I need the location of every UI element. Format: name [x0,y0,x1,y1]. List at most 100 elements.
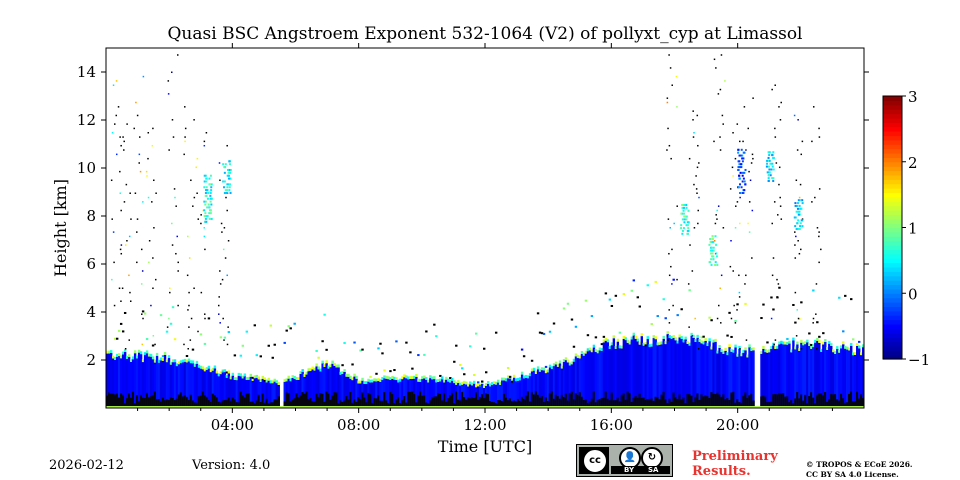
noise-speck [184,127,187,130]
cirrus-cell [794,202,797,205]
bl-cell [726,355,729,408]
bl-rim-cell [850,342,853,346]
speckle-cell [219,336,223,339]
noise-speck [713,240,716,242]
cirrus-cell [767,177,770,180]
bl-rim-cell [177,361,181,365]
noise-speck [188,304,190,307]
bl-cell [301,371,304,408]
bl-rim-cell [672,334,675,338]
bl-dark-cell [237,402,241,408]
noise-speck [133,127,135,130]
cirrus-cell [795,210,798,213]
bl-rim-cell [191,360,195,364]
bl-dark-cell [602,397,606,408]
bl-dark-cell [169,397,173,408]
bl-cell [183,361,187,408]
bl-dark-cell [217,401,221,408]
bl-cell [658,344,661,408]
bl-cell [640,336,643,408]
speckle-cell [393,369,396,372]
cirrus-cell [204,212,207,215]
bl-cell [734,347,737,408]
cirrus-cell [772,180,775,182]
bl-dark-cell [558,398,562,408]
noise-speck [748,201,751,203]
noise-speck [730,240,732,242]
bl-dark-cell [814,403,817,408]
bl-cell [467,386,470,408]
bl-dark-cell [656,397,659,408]
cirrus-cell [710,264,713,266]
noise-speck [171,222,173,225]
speckle-cell [508,375,512,378]
noise-speck [120,300,122,302]
cirrus-cell [227,171,230,174]
bl-rim-cell [159,357,163,361]
speckle-cell [473,374,476,377]
bl-rim-cell [524,374,528,378]
speckle-cell [377,347,380,350]
bl-dark-cell [654,396,657,408]
bl-cell [732,352,735,408]
bl-cell [159,360,163,408]
noise-speck [676,205,678,207]
bl-cell [265,382,268,408]
bl-cell [433,379,436,408]
cirrus-cell [229,177,232,180]
bl-cell [570,364,574,408]
cirrus-cell [209,212,212,215]
bl-rim-cell [471,382,474,386]
cirrus-cell [710,240,713,243]
bl-cell [860,355,863,408]
bl-dark-cell [730,392,733,408]
bl-cell [844,348,847,408]
bl-rim-cell [652,335,655,339]
bl-cell [772,345,775,408]
bl-dark-cell [736,399,739,408]
bl-dark-cell [283,401,286,408]
bl-rim-cell [369,379,372,383]
bl-rim-cell [333,362,336,366]
bl-rim-cell [383,375,386,379]
bl-dark-cell [782,393,785,408]
bl-dark-cell [471,397,474,408]
bl-rim-cell [403,374,406,378]
speckle-cell [383,369,386,372]
bl-dark-cell [395,399,398,408]
colorbar-segment [883,188,902,194]
speckle-cell [433,323,436,326]
noise-speck [717,205,720,207]
bl-rim-cell [770,346,773,349]
bl-rim-cell [167,355,171,359]
bl-rim-cell [628,341,632,345]
bl-rim-cell [289,378,292,382]
bl-cell [343,371,346,408]
y-tick-label: 14 [77,63,96,81]
noise-speck [697,222,699,225]
noise-speck [138,153,141,156]
bl-dark-cell [524,395,528,408]
bl-cell [425,379,428,408]
bl-rim-cell [181,359,185,363]
noise-speck [776,296,778,298]
bl-rim-cell [674,337,677,341]
colorbar-segment [883,109,902,115]
noise-speck [176,235,178,238]
bl-cell [508,378,512,408]
noise-speck [771,222,773,225]
cirrus-cell [687,227,690,230]
cirrus-cell [715,252,718,255]
speckle-cell [379,342,382,345]
bl-cell [427,382,430,408]
bl-dark-cell [477,399,480,408]
speckle-cell [542,332,546,335]
bl-dark-cell [500,401,504,408]
bl-rim-cell [397,379,400,383]
bl-rim-cell [580,351,584,354]
noise-speck [668,274,671,277]
bl-rim-cell [357,380,360,384]
bl-cell [498,384,502,408]
bl-cell [818,342,821,408]
bl-rim-cell [784,341,787,345]
